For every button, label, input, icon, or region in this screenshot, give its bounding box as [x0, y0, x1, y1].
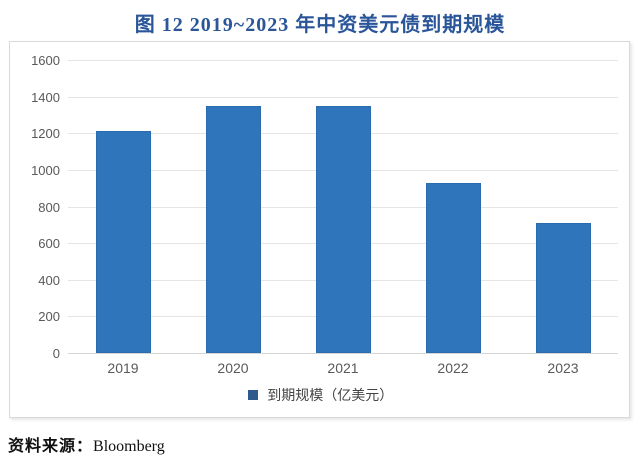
- y-axis-tick-label: 200: [38, 309, 60, 325]
- legend-label: 到期规模（亿美元）: [267, 387, 394, 403]
- y-axis-tick-label: 600: [38, 236, 60, 252]
- source-note: 资料来源：Bloomberg: [8, 432, 165, 456]
- y-axis-tick-label: 400: [38, 272, 60, 288]
- bar-2022: [425, 182, 481, 353]
- chart-title: 图 12 2019~2023 年中资美元债到期规模: [134, 14, 506, 36]
- chart-container: 0 200 400 600 800 1000 1200 1400 1600 2019 2020 20…: [9, 41, 630, 418]
- gridline: [68, 60, 618, 61]
- bar-2020: [205, 105, 261, 353]
- bar-2019: [95, 131, 151, 353]
- legend: 到期规模（亿美元）: [10, 385, 631, 405]
- bar-2023: [535, 222, 591, 353]
- y-axis-tick-label: 1400: [31, 89, 60, 105]
- x-axis-label-2022: 2022: [437, 360, 469, 376]
- y-axis-tick-label: 0: [52, 346, 60, 361]
- bar-2021: [315, 105, 371, 353]
- y-axis-tick-label: 800: [38, 199, 60, 215]
- y-axis-tick-label: 1600: [31, 53, 60, 68]
- x-axis-label-2023: 2023: [547, 360, 579, 376]
- source-value: Bloomberg: [93, 438, 165, 455]
- source-label: 资料来源：: [8, 438, 94, 455]
- y-axis-tick-label: 1200: [31, 126, 60, 142]
- x-axis-label-2021: 2021: [327, 360, 359, 376]
- x-axis-label-2019: 2019: [107, 360, 139, 376]
- legend-marker-icon: [247, 390, 258, 400]
- x-axis-label-2020: 2020: [217, 360, 249, 376]
- y-axis-tick-label: 1000: [31, 162, 60, 178]
- plot-area: [68, 60, 618, 354]
- gridline: [68, 96, 618, 98]
- x-axis-baseline: [68, 353, 618, 354]
